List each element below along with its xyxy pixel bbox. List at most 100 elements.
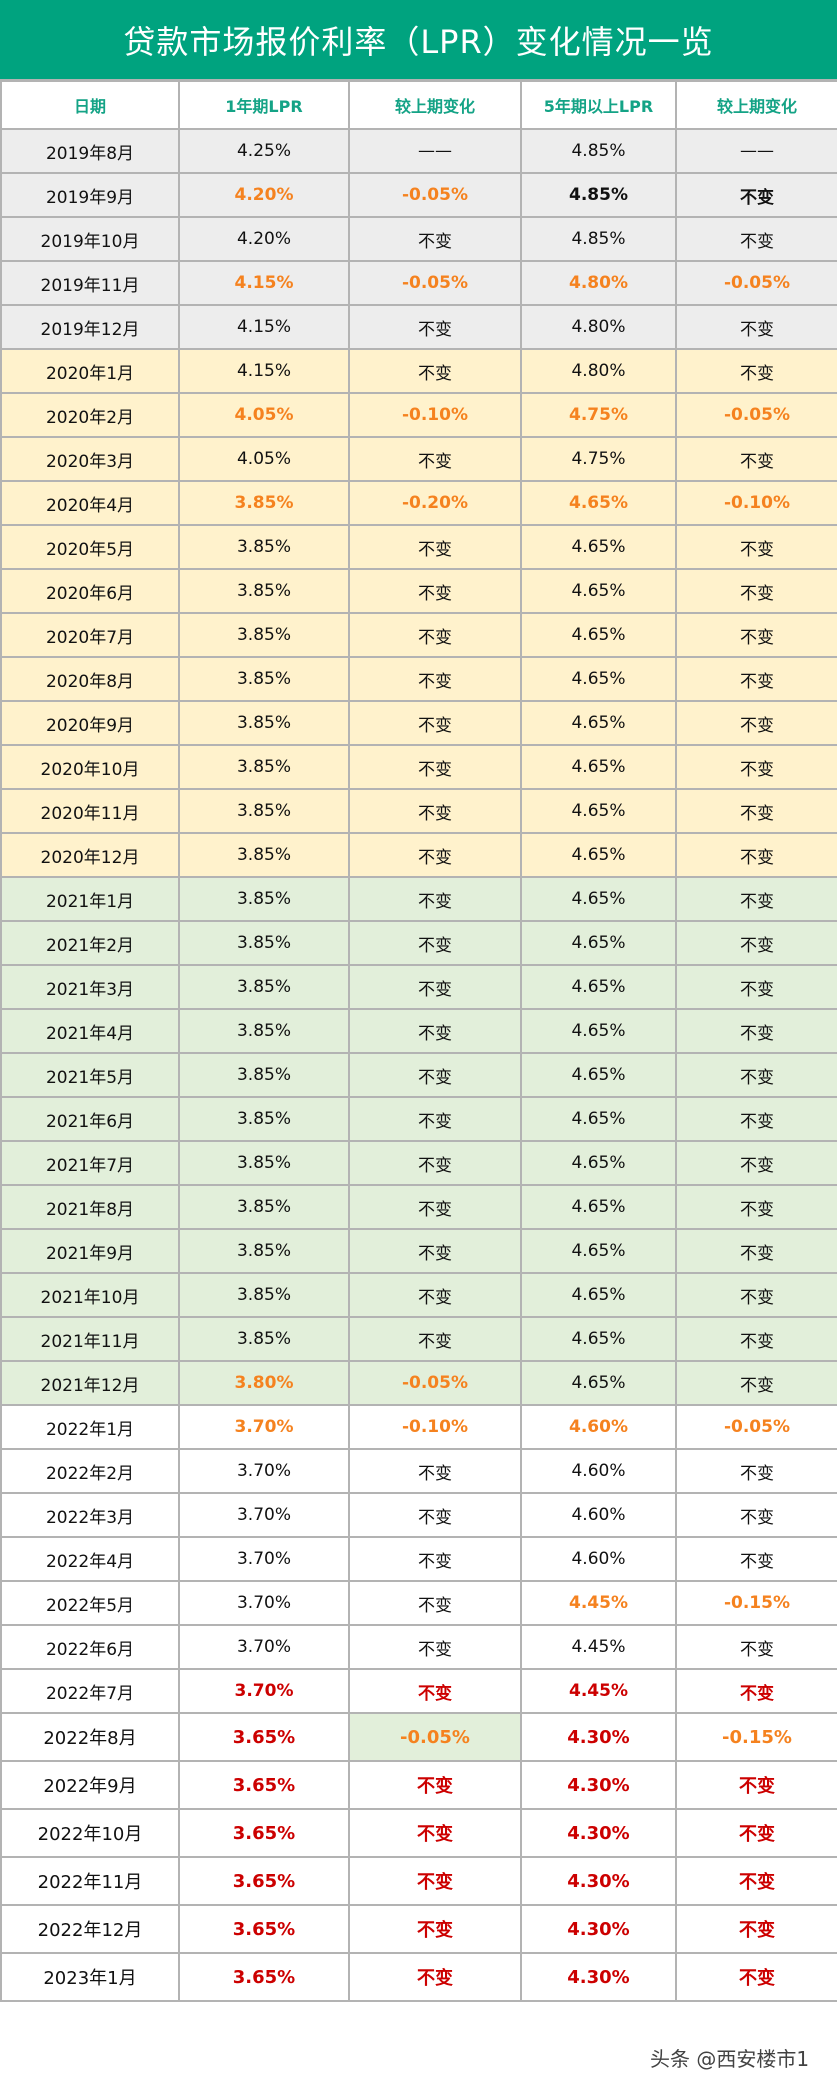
cell-5y-lpr: 4.30% bbox=[520, 1808, 677, 1858]
cell-1y-lpr: 3.65% bbox=[178, 1760, 350, 1810]
cell-5y-lpr: 4.60% bbox=[520, 1404, 677, 1450]
table-row: 2021年10月 3.85% 不变 4.65% 不变 bbox=[0, 1272, 837, 1318]
cell-5y-lpr: 4.65% bbox=[520, 700, 677, 746]
table-row: 2021年8月 3.85% 不变 4.65% 不变 bbox=[0, 1184, 837, 1230]
cell-5y-lpr: 4.75% bbox=[520, 392, 677, 438]
table-row: 2021年7月 3.85% 不变 4.65% 不变 bbox=[0, 1140, 837, 1186]
header-date: 日期 bbox=[0, 80, 180, 130]
cell-date: 2022年11月 bbox=[0, 1856, 180, 1906]
cell-1y-change: 不变 bbox=[348, 964, 522, 1010]
cell-date: 2022年1月 bbox=[0, 1404, 180, 1450]
table-row: 2022年6月 3.70% 不变 4.45% 不变 bbox=[0, 1624, 837, 1670]
table-row: 2020年12月 3.85% 不变 4.65% 不变 bbox=[0, 832, 837, 878]
cell-date: 2021年12月 bbox=[0, 1360, 180, 1406]
table-row: 2022年2月 3.70% 不变 4.60% 不变 bbox=[0, 1448, 837, 1494]
table-row: 2022年11月 3.65% 不变 4.30% 不变 bbox=[0, 1856, 837, 1906]
cell-5y-change: 不变 bbox=[675, 1184, 837, 1230]
cell-1y-lpr: 3.85% bbox=[178, 744, 350, 790]
cell-1y-change: 不变 bbox=[348, 920, 522, 966]
cell-5y-lpr: 4.65% bbox=[520, 480, 677, 526]
cell-1y-lpr: 3.85% bbox=[178, 1096, 350, 1142]
cell-1y-lpr: 3.65% bbox=[178, 1808, 350, 1858]
cell-date: 2020年8月 bbox=[0, 656, 180, 702]
cell-1y-lpr: 3.85% bbox=[178, 1008, 350, 1054]
cell-5y-change: 不变 bbox=[675, 524, 837, 570]
table-row: 2019年12月 4.15% 不变 4.80% 不变 bbox=[0, 304, 837, 350]
header-5y-change: 较上期变化 bbox=[675, 80, 837, 130]
cell-1y-lpr: 3.65% bbox=[178, 1904, 350, 1954]
cell-5y-lpr: 4.80% bbox=[520, 348, 677, 394]
cell-1y-lpr: 3.85% bbox=[178, 1228, 350, 1274]
cell-5y-change: 不变 bbox=[675, 656, 837, 702]
cell-5y-change: 不变 bbox=[675, 744, 837, 790]
table-header-row: 日期 1年期LPR 较上期变化 5年期以上LPR 较上期变化 bbox=[0, 80, 837, 130]
table-row: 2021年2月 3.85% 不变 4.65% 不变 bbox=[0, 920, 837, 966]
table-row: 2020年8月 3.85% 不变 4.65% 不变 bbox=[0, 656, 837, 702]
table-row: 2020年1月 4.15% 不变 4.80% 不变 bbox=[0, 348, 837, 394]
table-row: 2021年11月 3.85% 不变 4.65% 不变 bbox=[0, 1316, 837, 1362]
table-row: 2020年10月 3.85% 不变 4.65% 不变 bbox=[0, 744, 837, 790]
cell-1y-lpr: 3.85% bbox=[178, 964, 350, 1010]
cell-5y-lpr: 4.65% bbox=[520, 964, 677, 1010]
cell-1y-change: 不变 bbox=[348, 744, 522, 790]
cell-1y-lpr: 3.85% bbox=[178, 920, 350, 966]
cell-5y-change: 不变 bbox=[675, 832, 837, 878]
cell-1y-lpr: 3.80% bbox=[178, 1360, 350, 1406]
cell-date: 2022年2月 bbox=[0, 1448, 180, 1494]
cell-5y-change: 不变 bbox=[675, 1272, 837, 1318]
cell-1y-change: 不变 bbox=[348, 1228, 522, 1274]
cell-1y-lpr: 3.70% bbox=[178, 1448, 350, 1494]
cell-5y-lpr: 4.60% bbox=[520, 1536, 677, 1582]
table-row: 2020年4月 3.85% -0.20% 4.65% -0.10% bbox=[0, 480, 837, 526]
cell-1y-lpr: 3.85% bbox=[178, 524, 350, 570]
watermark: 头条 @西安楼市1 bbox=[650, 2047, 810, 2071]
cell-1y-change: 不变 bbox=[348, 216, 522, 262]
cell-1y-change: 不变 bbox=[348, 1448, 522, 1494]
cell-date: 2022年10月 bbox=[0, 1808, 180, 1858]
cell-1y-change: 不变 bbox=[348, 700, 522, 746]
cell-1y-change: 不变 bbox=[348, 1052, 522, 1098]
cell-5y-change: 不变 bbox=[675, 1316, 837, 1362]
cell-1y-lpr: 3.65% bbox=[178, 1856, 350, 1906]
cell-5y-change: -0.15% bbox=[675, 1712, 837, 1762]
cell-1y-change: 不变 bbox=[348, 1316, 522, 1362]
cell-date: 2020年5月 bbox=[0, 524, 180, 570]
cell-1y-change: —— bbox=[348, 128, 522, 174]
cell-5y-lpr: 4.80% bbox=[520, 304, 677, 350]
table-row: 2019年9月 4.20% -0.05% 4.85% 不变 bbox=[0, 172, 837, 218]
cell-5y-lpr: 4.85% bbox=[520, 172, 677, 218]
table-body: 2019年8月 4.25% —— 4.85% —— 2019年9月 4.20% -0.05% 4… bbox=[0, 128, 837, 2002]
cell-date: 2020年1月 bbox=[0, 348, 180, 394]
cell-date: 2020年9月 bbox=[0, 700, 180, 746]
cell-date: 2020年7月 bbox=[0, 612, 180, 658]
cell-1y-lpr: 4.15% bbox=[178, 348, 350, 394]
cell-1y-change: 不变 bbox=[348, 436, 522, 482]
cell-1y-change: 不变 bbox=[348, 1904, 522, 1954]
cell-5y-lpr: 4.60% bbox=[520, 1492, 677, 1538]
cell-1y-change: -0.10% bbox=[348, 392, 522, 438]
cell-1y-lpr: 3.85% bbox=[178, 656, 350, 702]
cell-date: 2022年5月 bbox=[0, 1580, 180, 1626]
table-row: 2022年3月 3.70% 不变 4.60% 不变 bbox=[0, 1492, 837, 1538]
cell-5y-change: 不变 bbox=[675, 304, 837, 350]
cell-1y-change: 不变 bbox=[348, 612, 522, 658]
cell-1y-change: -0.05% bbox=[348, 172, 522, 218]
cell-1y-change: 不变 bbox=[348, 1140, 522, 1186]
cell-date: 2021年8月 bbox=[0, 1184, 180, 1230]
header-5y-lpr: 5年期以上LPR bbox=[520, 80, 677, 130]
cell-5y-lpr: 4.30% bbox=[520, 1952, 677, 2002]
cell-1y-change: -0.05% bbox=[348, 1360, 522, 1406]
cell-1y-change: 不变 bbox=[348, 1008, 522, 1054]
cell-1y-lpr: 3.70% bbox=[178, 1668, 350, 1714]
cell-1y-lpr: 3.70% bbox=[178, 1492, 350, 1538]
cell-5y-change: 不变 bbox=[675, 216, 837, 262]
cell-date: 2019年9月 bbox=[0, 172, 180, 218]
cell-5y-lpr: 4.65% bbox=[520, 1316, 677, 1362]
cell-5y-lpr: 4.65% bbox=[520, 744, 677, 790]
cell-5y-change: 不变 bbox=[675, 920, 837, 966]
page-title: 贷款市场报价利率（LPR）变化情况一览 bbox=[0, 0, 837, 80]
cell-5y-lpr: 4.30% bbox=[520, 1760, 677, 1810]
cell-5y-change: -0.05% bbox=[675, 260, 837, 306]
cell-date: 2022年8月 bbox=[0, 1712, 180, 1762]
cell-1y-change: -0.10% bbox=[348, 1404, 522, 1450]
